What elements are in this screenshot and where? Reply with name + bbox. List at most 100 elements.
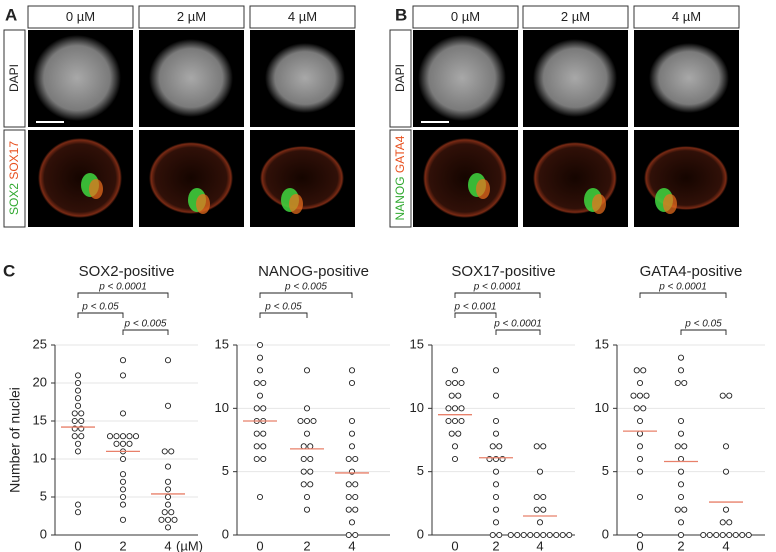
data-point: [514, 531, 521, 539]
data-point: [536, 468, 544, 475]
data-point: [303, 506, 311, 513]
data-point: [636, 468, 644, 475]
data-point: [164, 357, 172, 364]
column-header: 0 µM: [451, 9, 480, 24]
data-point: [345, 531, 352, 539]
data-point: [674, 379, 681, 387]
data-point: [732, 531, 739, 539]
data-point: [492, 481, 500, 488]
data-point: [722, 468, 730, 475]
data-point: [677, 468, 685, 475]
data-point: [507, 531, 514, 539]
data-point: [636, 392, 644, 399]
data-point: [540, 443, 547, 450]
data-point: [74, 372, 82, 379]
image-merge-red: [663, 194, 677, 214]
data-point: [260, 430, 267, 437]
data-point: [745, 531, 752, 539]
y-tick-label: 20: [33, 374, 47, 389]
data-point: [726, 519, 733, 526]
data-point: [310, 417, 317, 425]
data-point: [496, 443, 503, 450]
x-tick-label: 0: [74, 538, 81, 552]
row-label-box: [3, 129, 26, 228]
data-point: [256, 354, 264, 361]
y-tick-label: 0: [417, 526, 424, 541]
y-axis-label: Number of nuclei: [7, 387, 23, 493]
column-header: 4 µM: [288, 9, 317, 24]
data-point: [297, 417, 304, 425]
data-point: [636, 455, 644, 463]
bracket: [639, 292, 727, 298]
bracket: [454, 312, 497, 318]
data-point: [352, 506, 359, 513]
data-point: [168, 509, 175, 516]
data-point: [739, 531, 746, 539]
data-point: [451, 405, 459, 412]
x-tick-label: 2: [119, 538, 126, 552]
data-point: [164, 402, 172, 409]
data-point: [700, 531, 707, 539]
data-point: [719, 392, 726, 399]
data-point: [726, 392, 733, 399]
data-point: [445, 417, 452, 425]
data-point: [106, 433, 114, 440]
data-point: [300, 443, 307, 450]
row-label: NANOG GATA4: [393, 135, 407, 220]
chart-title: SOX17-positive: [451, 263, 555, 280]
data-point: [126, 440, 133, 447]
bracket: [77, 292, 169, 298]
row-label-green: NANOG: [393, 176, 407, 220]
data-point: [74, 379, 82, 387]
data-point: [300, 481, 307, 488]
y-tick-label: 5: [40, 488, 47, 503]
data-point: [348, 519, 356, 526]
data-point: [119, 372, 127, 379]
data-point: [451, 455, 459, 463]
bracket: [680, 329, 727, 335]
data-point: [681, 506, 688, 513]
data-point: [161, 509, 168, 516]
row-label-orange: SOX17: [7, 141, 21, 180]
image-merge-red: [289, 194, 303, 214]
data-point: [636, 443, 644, 450]
p-value: p < 0.05: [684, 319, 722, 330]
data-point: [636, 430, 644, 437]
data-point: [533, 493, 540, 501]
data-point: [345, 455, 352, 463]
data-point: [533, 443, 540, 450]
column-header-box: [27, 5, 134, 29]
image-merge-red: [476, 179, 490, 199]
column-header-box: [138, 5, 245, 29]
data-point: [677, 531, 685, 539]
data-point: [492, 430, 500, 437]
data-point: [677, 354, 685, 361]
data-point: [253, 443, 260, 450]
data-point: [119, 516, 127, 523]
data-point: [307, 455, 314, 463]
data-point: [168, 448, 175, 455]
y-tick-label: 5: [602, 463, 609, 478]
panel-label: C: [3, 261, 15, 280]
data-point: [256, 392, 264, 399]
bracket: [454, 292, 541, 298]
data-point: [553, 531, 560, 539]
data-point: [527, 531, 534, 539]
data-point: [348, 367, 356, 374]
bracket: [259, 292, 353, 298]
data-point: [256, 493, 264, 501]
data-point: [348, 379, 356, 387]
data-point: [536, 519, 544, 526]
data-point: [492, 468, 500, 475]
row-label: DAPI: [7, 64, 21, 92]
data-point: [74, 395, 82, 402]
data-point: [455, 430, 462, 437]
data-point: [164, 516, 172, 523]
row-label-box: [389, 29, 412, 128]
data-point: [345, 481, 352, 488]
column-header-box: [249, 5, 356, 29]
data-point: [256, 341, 264, 349]
column-header: 0 µM: [66, 9, 95, 24]
image-dapi-cells: [149, 39, 233, 117]
